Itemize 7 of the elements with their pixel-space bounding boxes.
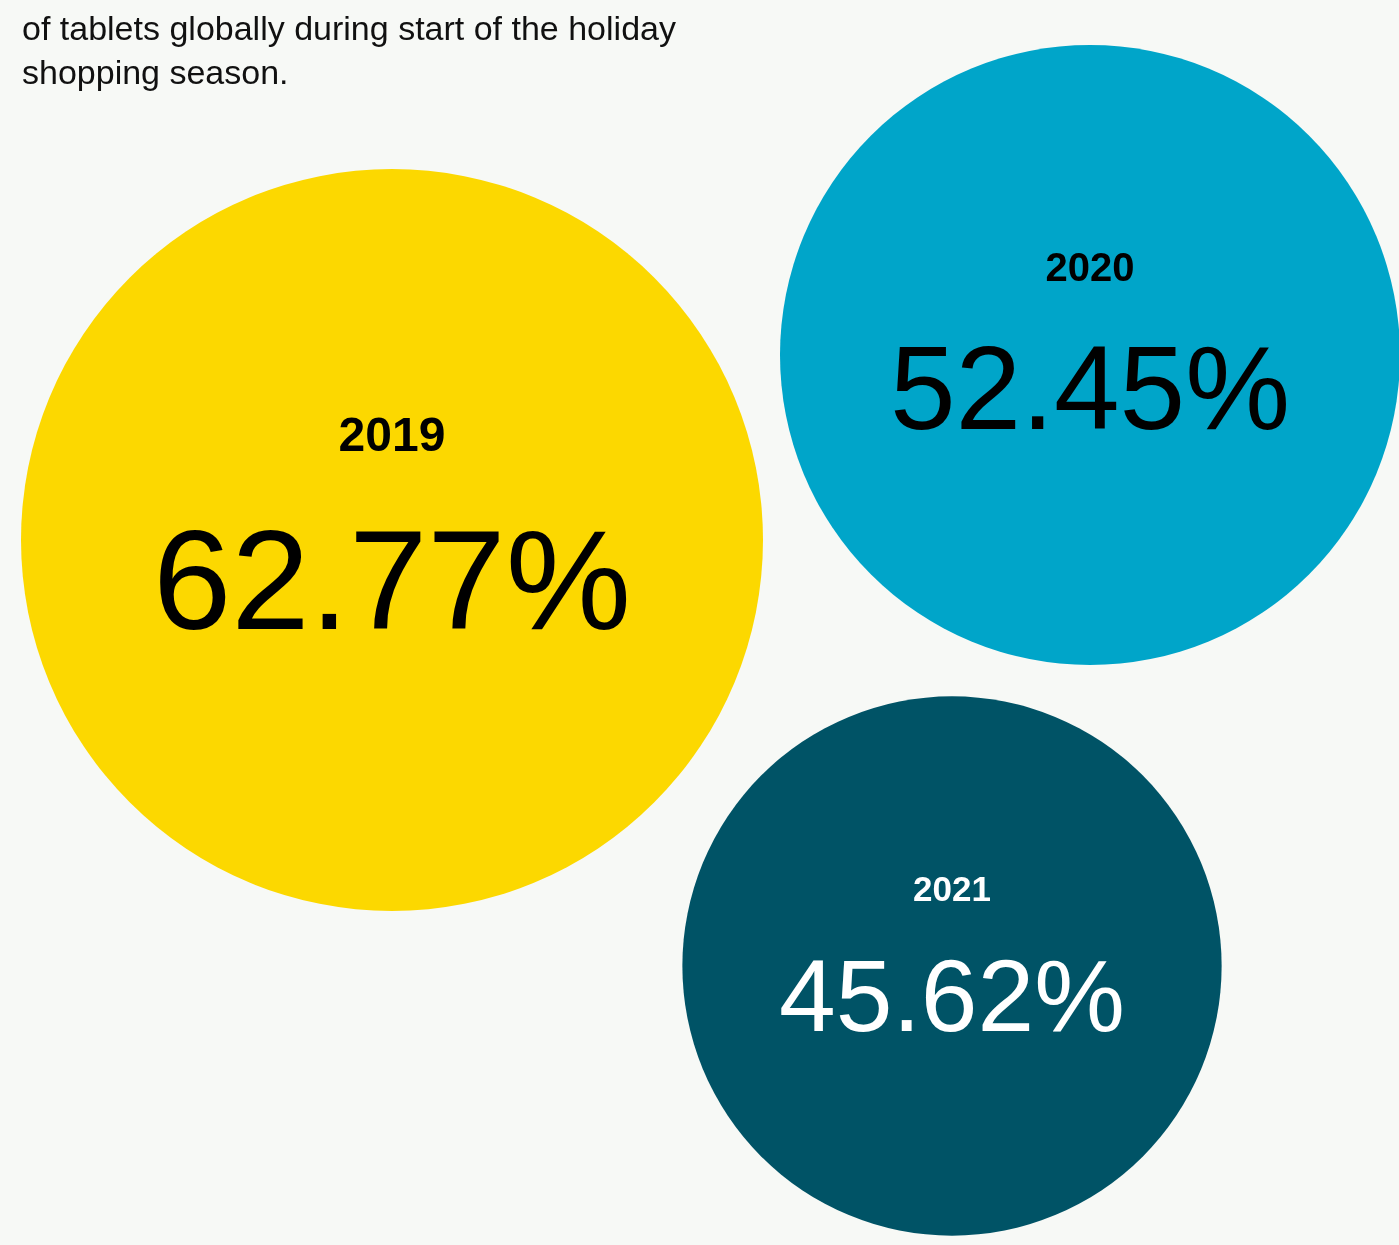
data-label: 62.77%: [152, 501, 632, 660]
category-label: 2020: [1045, 244, 1135, 289]
category-label: 2021: [913, 869, 991, 909]
text: of tablets globally during start of the holiday shopping season.: [22, 8, 677, 93]
category-label: 2019: [338, 407, 446, 461]
data-label: 45.62%: [779, 938, 1125, 1053]
data-label: 52.45%: [889, 322, 1291, 455]
